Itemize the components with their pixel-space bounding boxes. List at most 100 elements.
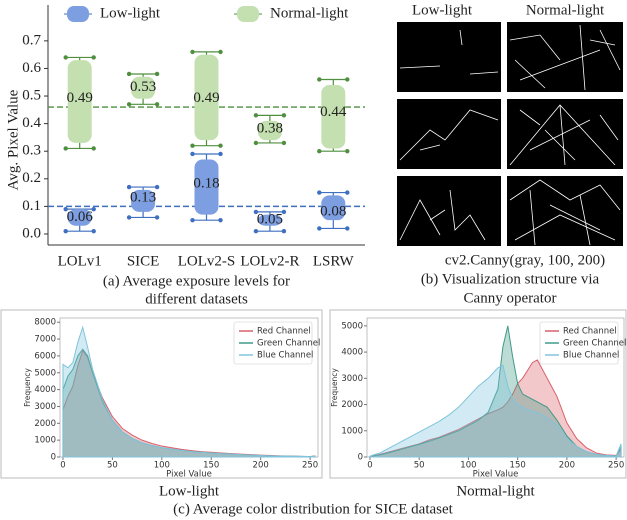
- y-tick-label: 4000: [341, 348, 363, 358]
- whisker-dot: [190, 217, 195, 223]
- edges: [399, 109, 499, 161]
- caption: different datasets: [145, 291, 248, 307]
- mean-label: 0.49: [193, 90, 219, 106]
- whisker-dot: [126, 71, 132, 77]
- mean-label: 0.18: [193, 176, 219, 192]
- panel-title: Low-light: [159, 483, 220, 499]
- whisker-dot: [253, 140, 259, 146]
- panel-title: Normal-light: [456, 483, 535, 499]
- x-tick-label: 100: [460, 461, 476, 471]
- box: [194, 159, 219, 215]
- x-tick-label: LOLv1: [58, 253, 102, 269]
- whisker-dot: [317, 226, 322, 231]
- x-tick-label: 250: [608, 461, 624, 471]
- mean-label: 0.38: [257, 121, 283, 137]
- y-tick-label: 0.4: [22, 115, 41, 131]
- y-tick-label: 0.5: [22, 87, 41, 103]
- legend-box: [539, 321, 619, 365]
- image: [507, 22, 623, 92]
- whisker-dot: [317, 77, 322, 82]
- x-tick-label: 250: [302, 461, 318, 471]
- y-tick-label: 0.1: [22, 198, 41, 214]
- y-tick-label: 0.6: [22, 60, 41, 76]
- mean-label: 0.53: [130, 79, 156, 95]
- caption: (b) Visualization structure via: [421, 271, 600, 287]
- y-tick-label: 2000: [34, 419, 56, 429]
- edges: [399, 29, 499, 75]
- code-caption: cv2.Canny(gray, 100, 200): [445, 252, 605, 268]
- whisker-dot: [154, 71, 160, 77]
- whisker-dot: [218, 49, 223, 55]
- caption: Canny operator: [464, 290, 557, 306]
- legend-box: [233, 321, 313, 365]
- whisker-dot: [281, 229, 287, 234]
- whisker-dot: [345, 149, 350, 154]
- image: [507, 99, 623, 169]
- histogram-area: [62, 325, 316, 458]
- y-axis-label: Frequency: [330, 368, 339, 407]
- box: [257, 214, 282, 226]
- box: [257, 120, 282, 141]
- mean-label: 0.05: [257, 212, 283, 228]
- y-tick-label: 3000: [341, 374, 363, 384]
- image: [507, 176, 623, 246]
- caption: (c) Average color distribution for SICE …: [173, 501, 453, 517]
- y-tick-label: 8000: [34, 318, 56, 328]
- y-tick-label: 0: [51, 453, 56, 463]
- whisker-dot: [317, 149, 322, 154]
- whisker-dot: [281, 113, 287, 118]
- whisker-dot: [218, 151, 223, 157]
- x-tick-label: 50: [414, 461, 425, 471]
- image: [397, 22, 501, 92]
- y-tick-label: 3000: [34, 402, 56, 412]
- column-label: Low-light: [412, 2, 473, 18]
- box: [67, 60, 92, 143]
- whisker-dot: [63, 146, 68, 151]
- x-tick-label: 150: [203, 461, 219, 471]
- x-tick-label: 0: [60, 461, 65, 471]
- x-tick-label: 50: [107, 461, 118, 471]
- x-tick-label: 100: [154, 461, 170, 471]
- canny-images: [397, 22, 623, 246]
- caption: (a) Average exposure levels for: [103, 273, 290, 289]
- panel-frame: [0, 309, 323, 479]
- whisker-dot: [281, 140, 287, 146]
- whisker-dot: [345, 226, 350, 231]
- legend-label: Low-light: [100, 5, 161, 21]
- whisker-dot: [345, 190, 350, 195]
- y-tick-label: 0.7: [22, 32, 41, 48]
- y-axis-label: Avg. Pixel Value: [5, 89, 21, 190]
- box: [131, 189, 156, 212]
- whisker-dot: [281, 209, 287, 215]
- x-axis-label: Pixel Value: [166, 470, 212, 480]
- box: [67, 209, 92, 226]
- legend-swatch: [67, 6, 89, 22]
- whisker-dot: [218, 143, 223, 148]
- x-tick-label: 200: [253, 461, 269, 471]
- y-axis-label: Frequency: [23, 368, 32, 407]
- image: [397, 99, 501, 169]
- x-tick-label: 150: [510, 461, 526, 471]
- whisker-dot: [126, 102, 132, 107]
- x-axis-label: Pixel Value: [473, 470, 519, 480]
- mean-label: 0.06: [67, 209, 94, 225]
- whisker-dot: [190, 49, 195, 55]
- legend-label: Normal-light: [270, 5, 349, 21]
- box: [194, 54, 219, 141]
- y-tick-label: 0.0: [22, 225, 41, 241]
- whisker-dot: [253, 209, 259, 215]
- y-tick-label: 1000: [341, 426, 363, 436]
- y-tick-label: 2000: [341, 400, 363, 410]
- legend-label: Green Channel: [257, 339, 320, 349]
- legend-label: Blue Channel: [563, 351, 619, 361]
- box: [321, 85, 346, 149]
- edges: [509, 104, 619, 166]
- whisker-dot: [63, 55, 68, 60]
- whisker-dot: [253, 229, 259, 234]
- whisker-dot: [91, 55, 96, 60]
- whisker-dot: [63, 229, 68, 234]
- legend-label: Red Channel: [563, 327, 617, 337]
- whisker-dot: [317, 190, 322, 195]
- y-tick-label: 0: [358, 453, 363, 463]
